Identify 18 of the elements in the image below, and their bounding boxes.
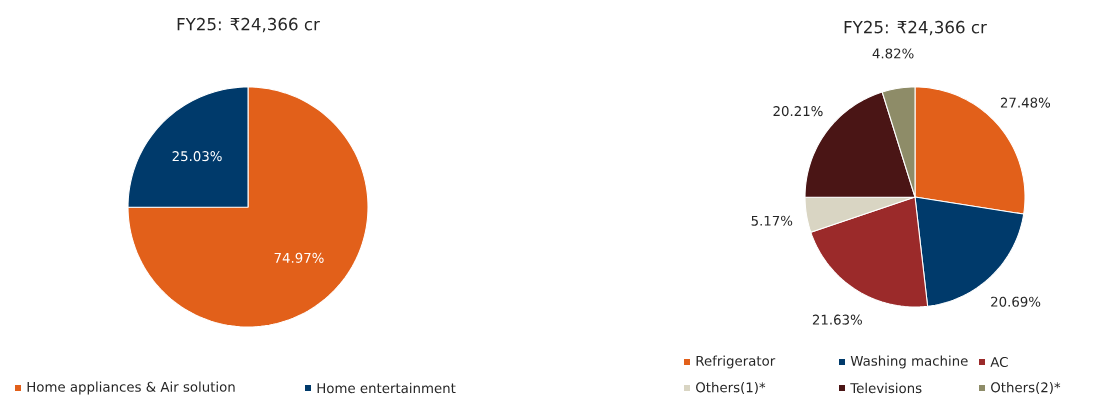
legend-label: Televisions	[850, 382, 922, 394]
legend-label: Others(2)*	[991, 382, 1061, 394]
chart-title: FY25: ₹24,366 cr	[177, 17, 320, 33]
legend-label: Home appliances & Air solution	[27, 381, 235, 395]
data-label: 4.82%	[872, 48, 914, 59]
legend-label: Washing machine	[850, 355, 968, 369]
data-label: 25.03%	[172, 151, 222, 162]
data-label: 5.17%	[751, 215, 793, 226]
legend-label: AC	[990, 356, 1008, 368]
legend-label: Others(1)*	[696, 382, 766, 394]
legend-label: Refrigerator	[696, 355, 776, 369]
chart-title: FY25: ₹24,366 cr	[844, 20, 987, 36]
data-label: 21.63%	[812, 314, 862, 325]
data-label: 20.69%	[991, 296, 1041, 307]
legend-label: Home entertainment	[317, 382, 456, 394]
data-label: 74.97%	[274, 252, 324, 263]
data-label: 20.21%	[773, 106, 823, 117]
data-label: 27.48%	[1000, 97, 1051, 108]
